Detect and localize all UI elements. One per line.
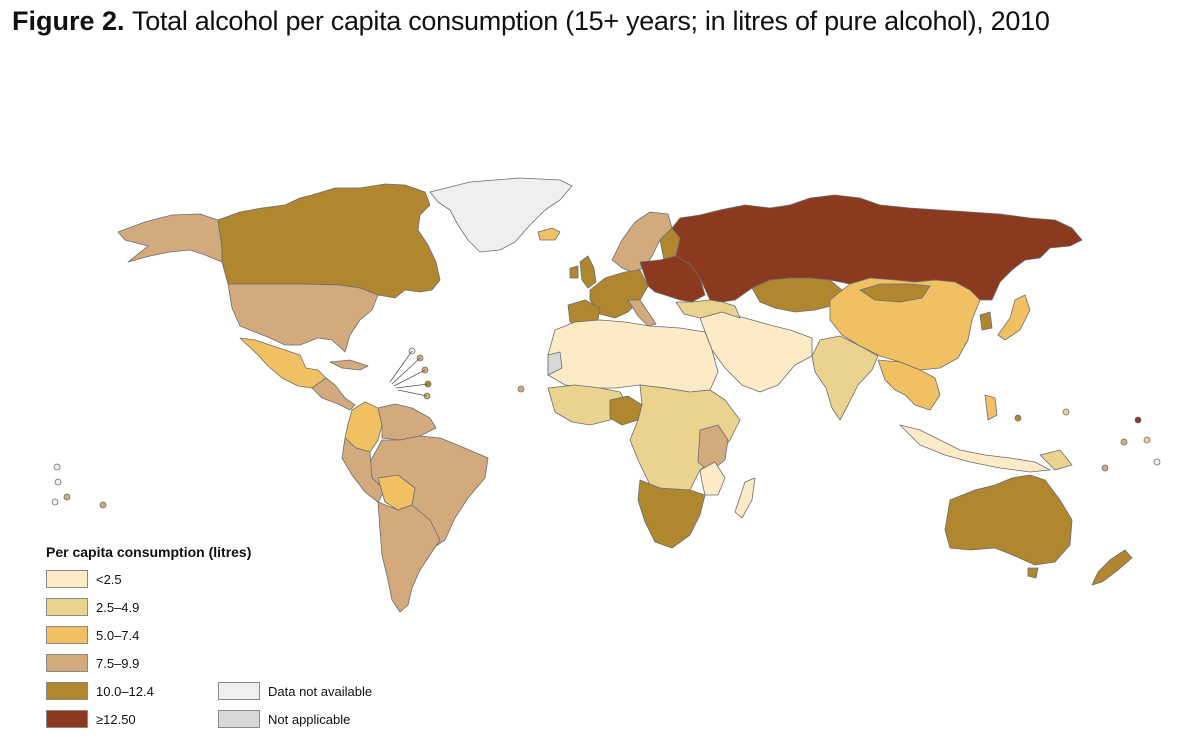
region-korea	[979, 311, 993, 331]
region-iceland	[537, 227, 561, 241]
legend-label: Not applicable	[268, 711, 351, 727]
island-pacific-2	[54, 478, 62, 486]
legend-swatch	[46, 626, 88, 644]
legend-item-2-5-4-9: 2.5–4.9	[46, 597, 139, 617]
region-greenland	[429, 177, 573, 253]
island-pacific-8	[1143, 436, 1151, 444]
region-mongolia	[859, 283, 931, 303]
legend-label: 10.0–12.4	[96, 683, 154, 699]
island-pacific-9	[1153, 458, 1161, 466]
region-southern-africa	[637, 479, 706, 549]
region-australia	[944, 474, 1073, 566]
island-indian-ocean-1	[1134, 416, 1142, 424]
region-kazakhstan	[751, 277, 843, 313]
caribbean-leader-lines	[389, 350, 429, 397]
legend-title: Per capita consumption (litres)	[46, 544, 252, 560]
legend-label: <2.5	[96, 571, 122, 587]
legend-item-7-5-9-9: 7.5–9.9	[46, 653, 139, 673]
region-turkey	[675, 299, 741, 319]
island-pacific-11	[1014, 414, 1022, 422]
region-japan	[997, 294, 1031, 341]
legend-swatch	[218, 710, 260, 728]
region-indonesia	[899, 424, 1051, 473]
figure-title: Figure 2. Total alcohol per capita consu…	[12, 6, 1050, 37]
island-pacific-10	[1101, 464, 1109, 472]
region-ireland	[569, 265, 579, 279]
legend-swatch	[46, 570, 88, 588]
island-pacific-7	[1120, 438, 1128, 446]
island-pacific-3	[51, 498, 59, 506]
region-middle-east	[699, 311, 813, 393]
legend-label: 2.5–4.9	[96, 599, 140, 615]
island-pacific-6	[1062, 408, 1070, 416]
region-north-africa	[547, 319, 719, 393]
region-western-sahara	[547, 351, 563, 376]
legend-label: 7.5–9.9	[96, 655, 140, 671]
region-philippines	[984, 394, 998, 421]
region-mexico	[239, 337, 327, 389]
legend-label: ≥12.50	[96, 711, 136, 727]
legend-swatch	[46, 598, 88, 616]
region-southeast-asia	[877, 359, 941, 411]
region-peru	[341, 437, 386, 503]
legend-swatch	[218, 682, 260, 700]
legend-item-5-0-7-4: 5.0–7.4	[46, 625, 139, 645]
legend-swatch	[46, 654, 88, 672]
legend-label: Data not available	[268, 683, 373, 699]
region-italy	[627, 299, 657, 327]
region-argentina-chile	[377, 501, 441, 613]
region-canada	[217, 183, 441, 299]
legend-label: 5.0–7.4	[96, 627, 140, 643]
legend-item-not-applicable: Not applicable	[218, 709, 350, 729]
map-legend: Per capita consumption (litres) <2.5 2.5…	[46, 544, 466, 734]
region-nigeria	[609, 395, 643, 426]
island-pacific-4	[63, 493, 71, 501]
region-united-states	[227, 283, 379, 353]
region-mozambique	[699, 461, 726, 496]
legend-item-data-not-available: Data not available	[218, 681, 372, 701]
region-papua-new-guinea	[1039, 449, 1073, 471]
legend-item-10-0-12-4: 10.0–12.4	[46, 681, 154, 701]
region-new-zealand	[1091, 549, 1133, 586]
legend-item-lt2-5: <2.5	[46, 569, 122, 589]
island-pacific-1	[53, 463, 61, 471]
region-cuba	[329, 359, 369, 371]
region-india	[811, 335, 879, 421]
legend-item-ge12-5: ≥12.50	[46, 709, 136, 729]
island-atlantic-1	[517, 385, 525, 393]
region-eastern-europe	[639, 255, 706, 303]
region-tasmania	[1027, 567, 1039, 579]
region-alaska	[117, 213, 223, 263]
island-pacific-5	[99, 501, 107, 509]
figure-caption: Total alcohol per capita consumption (15…	[132, 6, 1050, 36]
region-east-africa	[697, 424, 729, 473]
region-russia	[671, 194, 1083, 303]
region-venezuela	[377, 403, 437, 441]
region-central-america	[311, 377, 356, 411]
region-colombia	[344, 401, 383, 453]
legend-swatch	[46, 710, 88, 728]
legend-swatch	[46, 682, 88, 700]
region-madagascar	[734, 477, 756, 519]
figure-number: Figure 2.	[12, 6, 125, 36]
region-united-kingdom	[579, 255, 597, 289]
